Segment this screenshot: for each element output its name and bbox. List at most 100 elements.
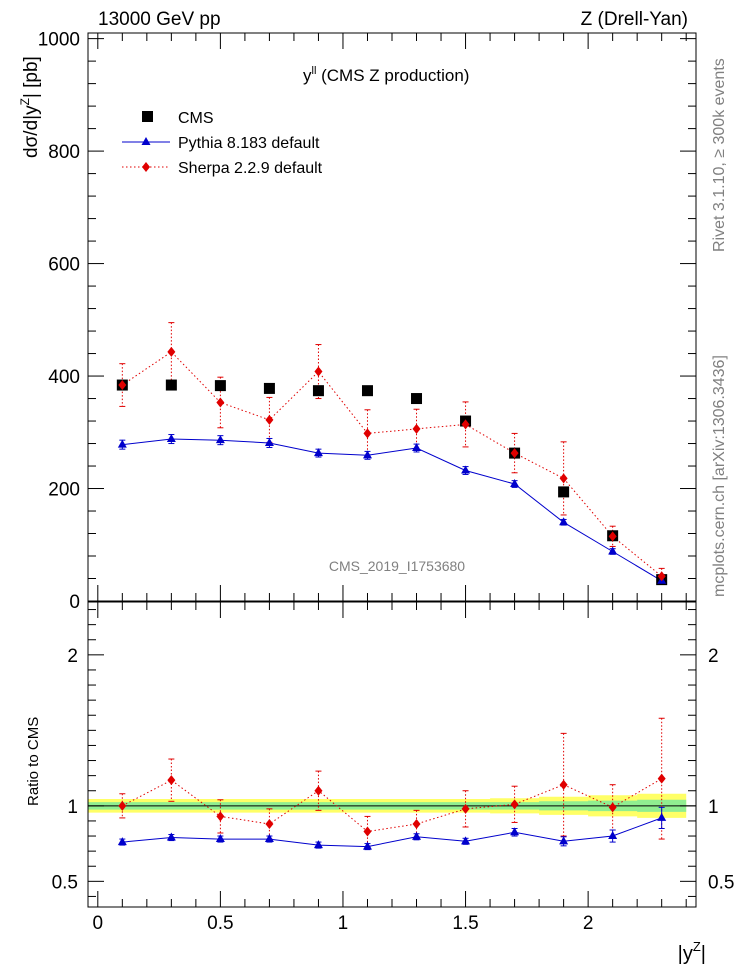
ratio-panel: 0.5 0.5 1 1 2 2 0 0.5 1 1.5 2 Ratio to CMS |yZ| bbox=[25, 601, 735, 965]
ratio-ytick-label-right: 0.5 bbox=[708, 872, 734, 893]
ratio-sherpa-line bbox=[122, 778, 662, 833]
main-errorbars bbox=[119, 322, 665, 585]
sherpa-line bbox=[122, 351, 663, 577]
ratio-lines bbox=[122, 778, 662, 848]
main-ytick-label: 600 bbox=[48, 255, 80, 276]
cms-point bbox=[361, 385, 373, 397]
main-ytick-label: 800 bbox=[48, 142, 80, 163]
pythia-point bbox=[215, 435, 225, 444]
ratio-ytick-label: 1 bbox=[67, 797, 78, 818]
main-ytick-label: 1000 bbox=[38, 30, 80, 51]
ratio-sherpa-point bbox=[657, 773, 666, 784]
ratio-pythia-line bbox=[122, 817, 662, 848]
pythia-point bbox=[412, 443, 422, 452]
sherpa-point bbox=[559, 473, 568, 484]
cms-point bbox=[558, 486, 570, 498]
pythia-point bbox=[264, 437, 274, 446]
ratio-xtick-label: 0.5 bbox=[207, 913, 233, 934]
ratio-frame bbox=[87, 601, 697, 908]
sherpa-point bbox=[657, 571, 666, 582]
ratio-ytick-label: 0.5 bbox=[52, 872, 78, 893]
ratio-xtick-label: 1 bbox=[338, 913, 349, 934]
legend-pythia-marker bbox=[141, 137, 151, 145]
ratio-xlabel: |yZ| bbox=[678, 939, 706, 965]
ratio-sherpa-point bbox=[314, 785, 323, 796]
ratio-ytick-label-right: 2 bbox=[708, 646, 719, 667]
ratio-ytick-label-right: 1 bbox=[708, 797, 719, 818]
sherpa-point bbox=[412, 423, 421, 434]
main-panel: 0 200 400 600 800 1000 yll (CMS Z production)… bbox=[18, 30, 697, 613]
main-ylabel: dσ/d|yZ| [pb] bbox=[18, 56, 42, 158]
ratio-sherpa-point bbox=[412, 818, 421, 829]
ratio-ytick-label: 2 bbox=[67, 646, 78, 667]
legend-sherpa-label: Sherpa 2.2.9 default bbox=[178, 160, 323, 177]
header-right: Z (Drell-Yan) bbox=[581, 9, 688, 30]
cms-point bbox=[312, 385, 324, 397]
legend-cms-marker bbox=[142, 111, 153, 122]
main-lines bbox=[122, 351, 663, 582]
ratio-sherpa-point bbox=[559, 779, 568, 790]
ratio-pythia-point bbox=[117, 837, 127, 846]
pythia-point bbox=[313, 448, 323, 457]
sherpa-point bbox=[118, 380, 127, 391]
legend-pythia-label: Pythia 8.183 default bbox=[178, 135, 320, 152]
ratio-sherpa-point bbox=[608, 802, 617, 813]
ratio-pythia-point bbox=[608, 831, 618, 840]
ratio-xtick-label: 0 bbox=[93, 913, 104, 934]
source-label: mcplots.cern.ch [arXiv:1306.3436] bbox=[711, 355, 728, 597]
ratio-xtick-label: 2 bbox=[583, 913, 594, 934]
sherpa-point bbox=[510, 448, 519, 459]
ratio-ticks bbox=[88, 602, 696, 907]
legend-sherpa-marker bbox=[142, 162, 150, 172]
ratio-pythia-point bbox=[657, 812, 667, 821]
legend: CMS Pythia 8.183 default Sherpa 2.2.9 de… bbox=[122, 110, 323, 177]
pythia-point bbox=[362, 450, 372, 459]
cms-point bbox=[411, 393, 423, 405]
sherpa-point bbox=[363, 428, 372, 439]
ratio-errorbars bbox=[119, 717, 665, 851]
sherpa-point bbox=[608, 531, 617, 542]
cms-point bbox=[165, 379, 177, 391]
plot-title: yll (CMS Z production) bbox=[303, 65, 469, 85]
ratio-sherpa-point bbox=[510, 799, 519, 810]
sherpa-point bbox=[461, 419, 470, 430]
sherpa-point bbox=[265, 414, 274, 425]
ratio-xtick-label: 1.5 bbox=[452, 913, 478, 934]
main-ytick-label: 200 bbox=[48, 480, 80, 501]
ratio-pythia-point bbox=[559, 836, 569, 845]
sherpa-point bbox=[216, 397, 225, 408]
pythia-point bbox=[461, 465, 471, 474]
pythia-point bbox=[608, 546, 618, 555]
pythia-point bbox=[117, 439, 127, 448]
ratio-sherpa-point bbox=[363, 826, 372, 837]
ratio-sherpa-point bbox=[216, 811, 225, 822]
pythia-point bbox=[559, 517, 569, 526]
pythia-line bbox=[122, 438, 662, 582]
cms-point bbox=[263, 382, 275, 394]
ratio-sherpa-point bbox=[265, 818, 274, 829]
sherpa-point bbox=[314, 366, 323, 377]
ratio-pythia-point bbox=[510, 827, 520, 836]
rivet-label: Rivet 3.1.10, ≥ 300k events bbox=[711, 58, 728, 252]
watermark: CMS_2019_I1753680 bbox=[329, 558, 465, 574]
ratio-pythia-point bbox=[313, 840, 323, 849]
ratio-sherpa-point bbox=[167, 775, 176, 786]
ratio-pythia-point bbox=[412, 831, 422, 840]
main-ticks bbox=[88, 33, 696, 602]
ratio-pythia-point bbox=[264, 834, 274, 843]
pythia-point bbox=[166, 434, 176, 443]
ratio-pythia-point bbox=[215, 834, 225, 843]
sherpa-point bbox=[167, 346, 176, 357]
ratio-tick-labels: 0.5 0.5 1 1 2 2 0 0.5 1 1.5 2 bbox=[52, 646, 735, 934]
ratio-ylabel: Ratio to CMS bbox=[25, 717, 42, 806]
main-markers bbox=[116, 346, 668, 586]
main-ytick-label: 0 bbox=[69, 592, 80, 613]
main-ytick-label: 400 bbox=[48, 367, 80, 388]
ratio-pythia-point bbox=[362, 841, 372, 850]
header-left: 13000 GeV pp bbox=[98, 9, 221, 30]
ratio-markers bbox=[117, 773, 667, 850]
ratio-sherpa-point bbox=[118, 800, 127, 811]
ratio-sherpa-point bbox=[461, 803, 470, 814]
ratio-pythia-point bbox=[461, 836, 471, 845]
